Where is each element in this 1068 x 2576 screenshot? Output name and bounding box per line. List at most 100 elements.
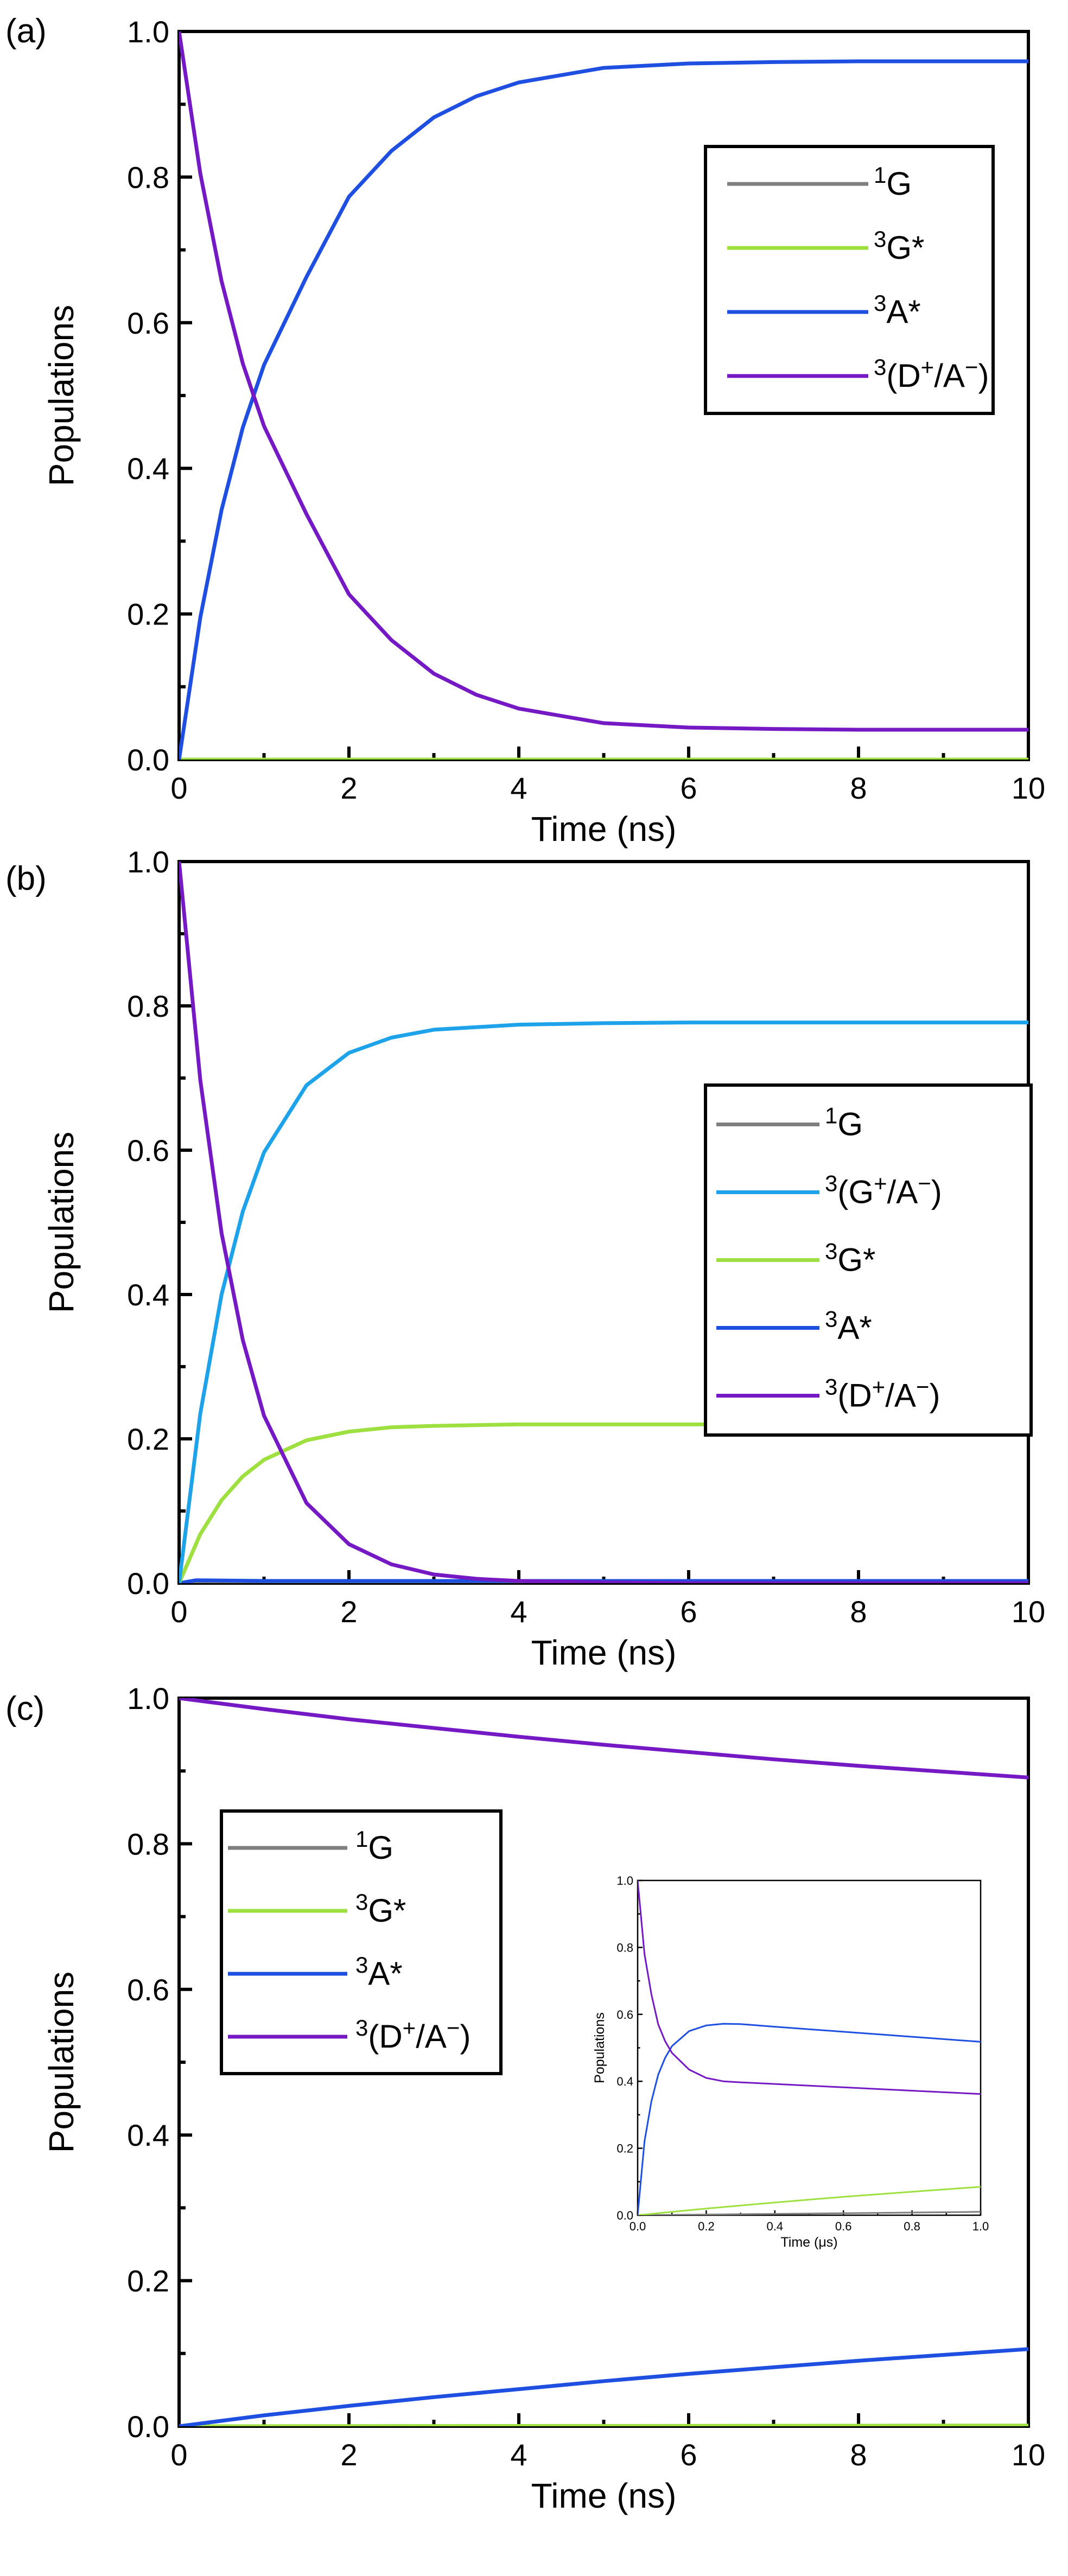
x-tick-label: 2: [340, 2438, 357, 2472]
series-line-3GA: [179, 1021, 1028, 1583]
x-tick-label: 8: [850, 1595, 867, 1629]
x-tick-label: 10: [1012, 2438, 1045, 2472]
x-tick-label: 8: [850, 771, 867, 805]
inset-x-tick-label: 1.0: [972, 2220, 989, 2233]
legend-mid: /A: [885, 1378, 916, 1414]
y-tick-label: 1.0: [127, 1681, 169, 1716]
x-axis-title: Time (ns): [531, 1633, 677, 1672]
legend-mid: /A: [934, 358, 965, 394]
legend-label-3: 3A*: [825, 1306, 872, 1346]
legend-sup: 1: [874, 162, 886, 188]
x-tick-label: 6: [680, 2438, 697, 2472]
legend-sup: −: [916, 1374, 930, 1400]
x-tick-label: 8: [850, 2438, 867, 2472]
legend-rest: ): [931, 1174, 942, 1210]
inset-y-tick-label: 0.4: [616, 2075, 633, 2088]
legend-sup: −: [918, 1171, 931, 1196]
y-tick-label: 0.8: [127, 989, 169, 1023]
x-tick-label: 2: [340, 1595, 357, 1629]
legend-base: A*: [368, 1955, 402, 1992]
y-axis-title: Populations: [42, 305, 81, 486]
inset-y-tick-label: 0.6: [616, 2008, 633, 2022]
y-tick-label: 1.0: [127, 845, 169, 879]
legend-sup: −: [965, 354, 978, 380]
inset-y-tick-label: 1.0: [616, 1874, 633, 1888]
legend-sup: 3: [825, 1239, 837, 1264]
legend-sup: 3: [874, 290, 886, 316]
chart-panel-a: (a) 0 2 4 6 8 10 0.0 0.2 0.4 0.6 0.8 1.0 Time (ns) Pop…: [5, 12, 1045, 849]
legend-base: (D: [368, 2018, 402, 2055]
series-line-3A: [179, 59, 1028, 760]
inset-x-tick-label: 0.2: [698, 2220, 715, 2233]
inset-series-line-3DA: [638, 1880, 981, 2095]
legend-label-2: 3A*: [355, 1952, 403, 1992]
y-tick-label: 0.0: [127, 2409, 169, 2444]
chart-panel-c: (c) 0 2 4 6 8 10 0.0 0.2 0.4 0.6 0.8 1.0 Time (ns) Pop…: [5, 1681, 1045, 2515]
x-tick-label: 4: [510, 2438, 527, 2472]
legend-rest: ): [460, 2018, 471, 2055]
legend-box: [220, 1809, 503, 2075]
x-tick-label: 10: [1012, 1595, 1045, 1629]
y-axis-title: Populations: [42, 1132, 81, 1313]
inset-y-tick-label: 0.0: [616, 2209, 633, 2222]
legend-base: G: [368, 1829, 393, 1866]
legend-sup: −: [447, 2015, 460, 2041]
legend-sup: 3: [355, 2015, 368, 2041]
x-tick-label: 6: [680, 771, 697, 805]
x-tick-label: 6: [680, 1595, 697, 1629]
legend: 1G3(G+/A−)3G*3A*3(D+/A−): [704, 1083, 1033, 1437]
legend-sup: 3: [874, 226, 886, 252]
legend-label-1: 3G*: [355, 1889, 406, 1929]
legend-sup: +: [921, 354, 935, 380]
y-tick-label: 0.0: [127, 743, 169, 777]
legend-sup: +: [403, 2015, 416, 2041]
x-tick-label: 4: [510, 771, 527, 805]
legend-label-0: 1G: [874, 162, 912, 202]
series-line-3DA: [179, 862, 1028, 1583]
legend-sup: 3: [825, 1171, 837, 1196]
y-tick-label: 0.4: [127, 1278, 169, 1312]
series-line-3DA: [179, 1698, 1028, 1780]
inset-x-tick-label: 0.6: [835, 2220, 852, 2233]
legend-base: G: [886, 165, 912, 202]
legend-sup: 1: [355, 1826, 368, 1852]
inset-series-line-3G: [638, 2186, 981, 2215]
inset-x-tick-label: 0.8: [904, 2220, 920, 2233]
legend-base: G: [837, 1106, 863, 1143]
legend-sup: +: [872, 1374, 886, 1400]
y-tick-label: 0.8: [127, 160, 169, 194]
y-tick-label: 0.6: [127, 306, 169, 340]
legend-base: G*: [368, 1892, 406, 1929]
series-line-3G: [179, 1422, 1028, 1583]
inset-x-tick-label: 0.0: [630, 2220, 646, 2233]
legend-sup: 1: [825, 1103, 837, 1128]
legend-rest: ): [978, 358, 989, 394]
y-tick-label: 0.6: [127, 1133, 169, 1168]
inset-x-axis-title: Time (μs): [780, 2235, 837, 2250]
legend-sup: 3: [355, 1889, 368, 1915]
chart-panel-b: (b) 0 2 4 6 8 10 0.0 0.2 0.4 0.6 0.8 1.0 Time (ns) Pop…: [5, 845, 1045, 1672]
legend-sup: 3: [355, 1952, 368, 1978]
y-tick-label: 0.4: [127, 2118, 169, 2152]
panel-label: (a): [5, 12, 47, 50]
legend-sup: +: [874, 1171, 887, 1196]
legend-label-3: 3(D+/A−): [874, 354, 989, 394]
x-tick-label: 2: [340, 771, 357, 805]
legend-mid: /A: [416, 2018, 447, 2055]
panel-label: (c): [5, 1690, 44, 1727]
legend-base: G*: [837, 1242, 875, 1278]
inset-x-tick-label: 0.4: [767, 2220, 784, 2233]
y-tick-label: 0.8: [127, 1827, 169, 1861]
legend-base: A*: [837, 1310, 872, 1346]
x-tick-label: 4: [510, 1595, 527, 1629]
inset-y-tick-label: 0.8: [616, 1941, 633, 1954]
legend-label-3: 3(D+/A−): [355, 2015, 471, 2055]
y-tick-label: 0.2: [127, 597, 169, 632]
legend-label-0: 1G: [355, 1826, 393, 1866]
inset-series-line-3A: [638, 2023, 981, 2215]
y-tick-label: 1.0: [127, 15, 169, 49]
y-tick-label: 0.4: [127, 451, 169, 486]
